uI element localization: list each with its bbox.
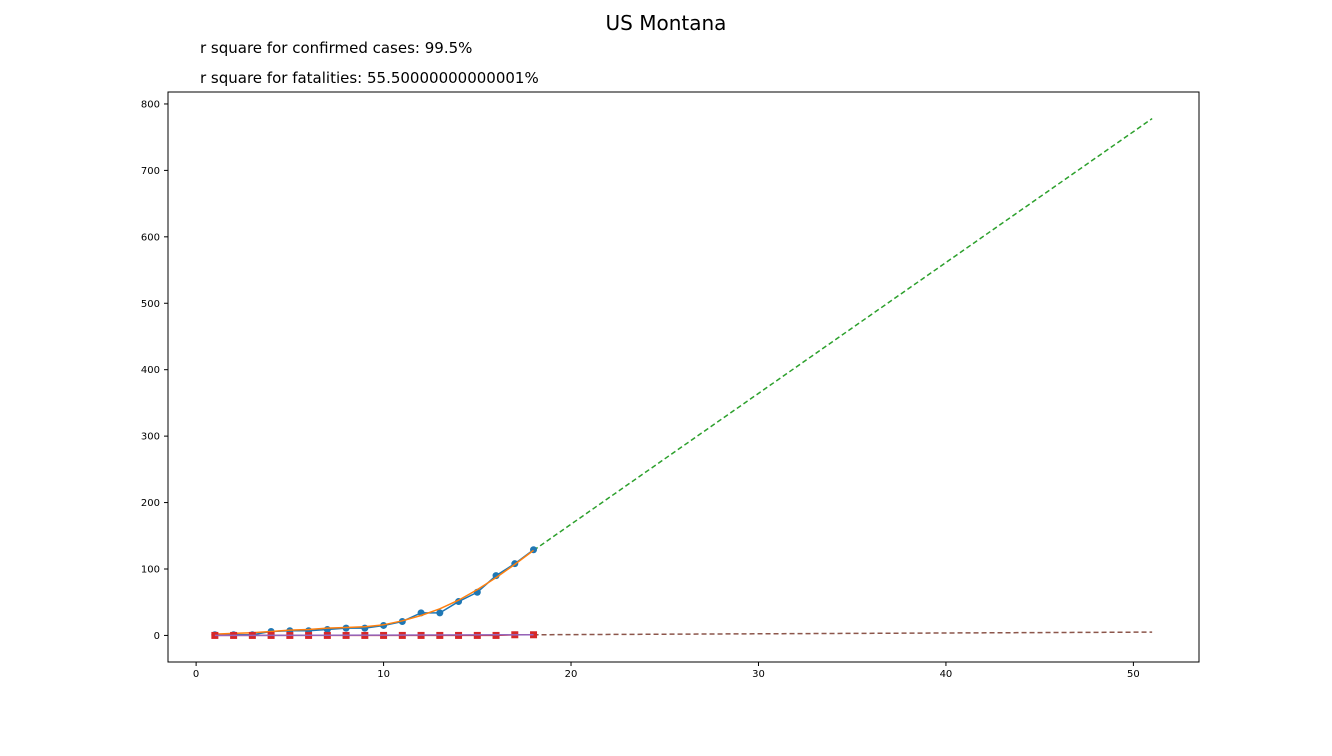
data-point <box>323 625 331 633</box>
series-confirmed-fit <box>214 549 534 635</box>
series-fatalities-fit <box>214 634 534 637</box>
x-tick-label: 10 <box>377 669 390 680</box>
y-axis: 0 100 200 300 400 500 600 700 800 <box>141 99 168 642</box>
series-line <box>533 117 1153 552</box>
data-point <box>361 624 369 632</box>
data-point <box>436 609 444 617</box>
series-line <box>533 631 1153 636</box>
series-confirmed-projection <box>533 117 1153 552</box>
x-axis: 0 10 20 30 40 50 <box>193 662 1140 680</box>
x-tick-label: 0 <box>193 669 199 680</box>
series-confirmed <box>211 546 538 639</box>
x-tick-label: 50 <box>1127 669 1140 680</box>
series-layer <box>211 117 1153 639</box>
y-tick-label: 700 <box>141 166 160 177</box>
plot-area-frame <box>167 91 1200 663</box>
y-tick-label: 100 <box>141 564 160 575</box>
series-line <box>214 549 534 636</box>
series-fatalities-projection <box>533 631 1153 636</box>
y-tick-label: 600 <box>141 232 160 243</box>
chart-title: US Montana <box>606 11 727 35</box>
y-tick-label: 800 <box>141 99 160 110</box>
y-tick-label: 300 <box>141 432 160 443</box>
y-tick-label: 500 <box>141 299 160 310</box>
annotation-confirmed-r-square: r square for confirmed cases: 99.5% <box>200 39 472 57</box>
y-tick-label: 400 <box>141 365 160 376</box>
y-tick-label: 200 <box>141 498 160 509</box>
x-tick-label: 40 <box>940 669 953 680</box>
x-tick-label: 30 <box>752 669 765 680</box>
series-line <box>214 549 534 635</box>
y-tick-label: 0 <box>154 631 160 642</box>
x-tick-label: 20 <box>565 669 578 680</box>
annotation-fatalities-r-square: r square for fatalities: 55.500000000000… <box>200 69 539 87</box>
data-point <box>492 572 500 580</box>
series-line <box>214 634 534 637</box>
